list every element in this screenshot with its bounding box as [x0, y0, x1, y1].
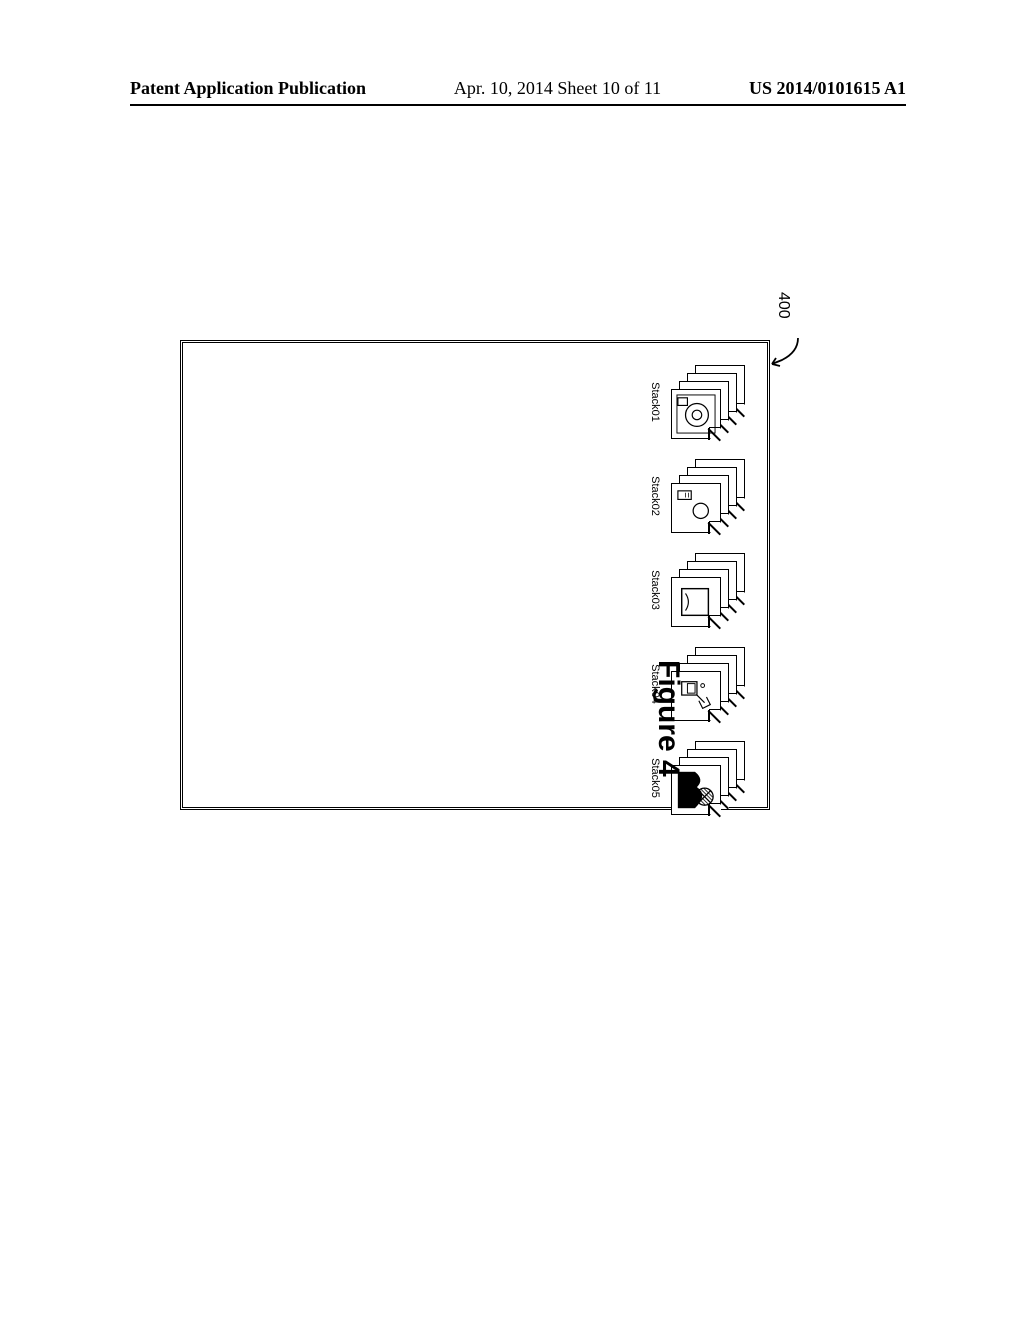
- stack-card-front: [671, 577, 721, 627]
- header-right: US 2014/0101615 A1: [749, 78, 906, 99]
- thumb-icon: [676, 394, 716, 434]
- thumb-icon: [676, 488, 716, 528]
- stack-label: Stack03: [649, 553, 661, 627]
- reference-arrow-icon: [768, 336, 800, 372]
- stack-02[interactable]: Stack02: [637, 459, 745, 533]
- stack-01[interactable]: Stack01: [637, 365, 745, 439]
- page-header: Patent Application Publication Apr. 10, …: [0, 78, 1024, 99]
- figure-caption: Figure 4: [651, 660, 685, 777]
- reference-number: 400: [774, 292, 792, 319]
- header-rule: [130, 104, 906, 106]
- stack-card-front: [671, 483, 721, 533]
- header-center: Apr. 10, 2014 Sheet 10 of 11: [454, 78, 661, 99]
- stack-03[interactable]: Stack03: [637, 553, 745, 627]
- thumb-icon: [676, 582, 716, 622]
- stack-card-front: [671, 389, 721, 439]
- header-left: Patent Application Publication: [130, 78, 366, 99]
- stack-label: Stack02: [649, 459, 661, 533]
- stack-label: Stack01: [649, 365, 661, 439]
